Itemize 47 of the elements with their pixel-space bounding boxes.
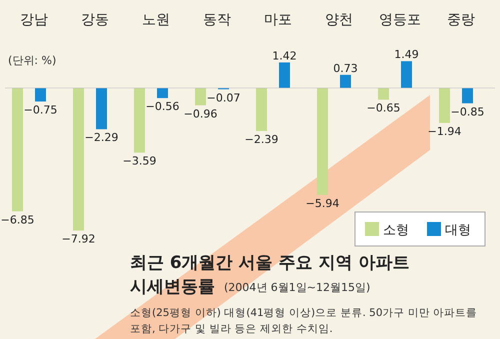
bar <box>134 88 145 153</box>
legend-label: 소형 <box>383 223 409 238</box>
data-label: −5.94 <box>306 196 340 210</box>
data-label: 0.73 <box>333 62 358 75</box>
data-label: −3.59 <box>122 154 156 168</box>
legend-label: 대형 <box>445 223 471 238</box>
data-label: −7.92 <box>62 232 96 246</box>
x-tick-label: 중랑 <box>447 12 475 28</box>
data-label: 1.42 <box>272 49 297 62</box>
data-label: −0.75 <box>24 104 58 116</box>
data-label: −2.29 <box>84 131 118 144</box>
bar <box>462 88 473 104</box>
data-label: −0.65 <box>366 102 400 115</box>
bar <box>96 88 107 130</box>
x-tick-label: 노원 <box>142 12 170 28</box>
bar <box>378 88 389 100</box>
bar <box>317 88 328 195</box>
x-tick-label: 동작 <box>203 12 231 28</box>
text: 시세변동률 <box>130 277 215 297</box>
bar <box>35 88 46 102</box>
data-label: −0.85 <box>450 105 484 118</box>
x-tick-label: 양천 <box>325 12 353 28</box>
text: 소형(25평형 이하) 대형(41평형 이상)으로 분류. 50가구 미만 아파트를 <box>130 307 478 319</box>
bar <box>12 88 23 212</box>
data-label: −0.56 <box>146 100 180 114</box>
text: (2004년 6월1일~12월15일) <box>224 281 370 294</box>
data-label: −2.39 <box>244 133 278 146</box>
x-tick-label: 강동 <box>81 12 109 28</box>
bar <box>73 88 84 231</box>
data-label: −1.94 <box>428 124 462 138</box>
bar <box>401 61 412 88</box>
x-tick-label: 영등포 <box>379 12 421 28</box>
data-label: 1.49 <box>394 48 419 62</box>
bar <box>439 88 450 123</box>
annotation: (단위: %) <box>8 54 56 67</box>
text: 포함, 다가구 및 빌라 등은 제외한 수치임. <box>130 323 333 335</box>
bar <box>256 88 267 132</box>
data-label: −6.85 <box>0 213 34 226</box>
bar <box>279 62 290 88</box>
bar <box>340 74 351 88</box>
x-tick-label: 마포 <box>264 12 292 28</box>
text: 최근 6개월간 서울 주요 지역 아파트 <box>130 253 410 273</box>
bar <box>195 88 206 106</box>
bar <box>157 88 168 98</box>
data-label: −0.07 <box>206 91 240 104</box>
x-tick-label: 강남 <box>20 12 48 28</box>
data-label: −0.96 <box>184 107 218 120</box>
